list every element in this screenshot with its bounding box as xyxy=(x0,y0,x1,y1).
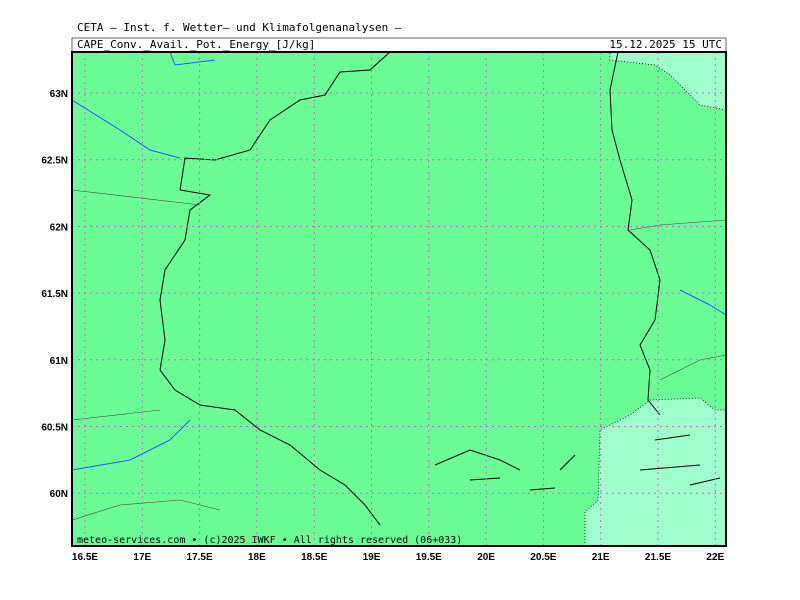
lat-label: 60N xyxy=(50,489,68,500)
lon-label: 17.5E xyxy=(187,552,213,563)
rivers xyxy=(71,51,727,471)
lat-label: 61N xyxy=(50,356,68,367)
lon-label: 22E xyxy=(706,552,724,563)
lon-label: 20.5E xyxy=(530,552,556,563)
cape-light-field xyxy=(609,51,727,111)
lon-label: 21E xyxy=(592,552,610,563)
coastline-east xyxy=(609,51,661,416)
cape-light-field xyxy=(584,397,727,547)
map-area: meteo-services.com • (c)2025 IWKF • All … xyxy=(71,51,727,547)
footer: meteo-services.com • (c)2025 IWKF • All … xyxy=(77,535,462,546)
graticule xyxy=(72,52,726,546)
lon-label: 19.5E xyxy=(416,552,442,563)
lat-label: 63N xyxy=(50,89,68,100)
islands xyxy=(434,449,576,491)
header-title: CETA — Inst. f. Wetter— und Klimafolgena… xyxy=(77,21,402,34)
lon-label: 19E xyxy=(363,552,381,563)
lon-label: 18E xyxy=(248,552,266,563)
coastline-west xyxy=(159,51,391,526)
lon-label: 18.5E xyxy=(301,552,327,563)
lat-label: 62.5N xyxy=(41,156,68,167)
map-frame xyxy=(71,51,727,547)
lon-label: 21.5E xyxy=(645,552,671,563)
header-date: 15.12.2025 15 UTC xyxy=(609,38,722,51)
axis-labels: 16.5E 17E 17.5E 18E 18.5E 19E 19.5E 20E 20.5E 21E… xyxy=(41,89,724,563)
lon-label: 17E xyxy=(133,552,151,563)
lon-label: 20E xyxy=(477,552,495,563)
lat-label: 62N xyxy=(50,222,68,233)
lon-label: 16.5E xyxy=(72,552,98,563)
header-subtitle: CAPE_Conv._Avail._Pot._Energy_[J/kg] xyxy=(77,38,315,51)
lat-label: 61.5N xyxy=(41,289,68,300)
borders xyxy=(71,189,727,521)
lat-label: 60.5N xyxy=(41,423,68,434)
